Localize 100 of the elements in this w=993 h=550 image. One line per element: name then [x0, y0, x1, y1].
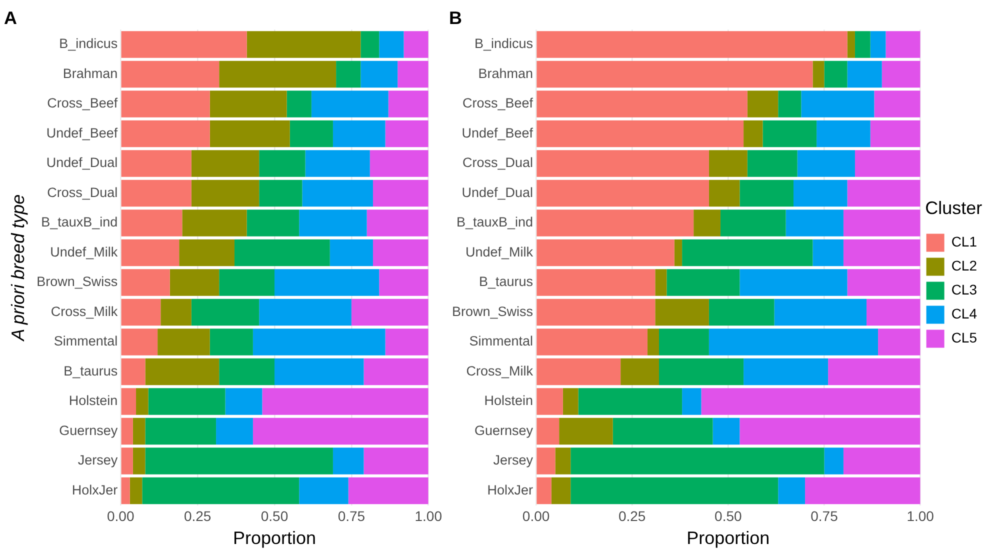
x-tick-label: 0.25	[618, 508, 646, 524]
x-tick-label: 1.00	[414, 508, 442, 524]
y-tick-label: B_indicus	[59, 36, 118, 52]
bar	[666, 269, 740, 296]
bar	[286, 90, 312, 118]
bar	[774, 298, 867, 326]
bar	[210, 120, 290, 148]
bar	[142, 477, 300, 504]
y-tick-label: B_tauxB_ind	[456, 214, 534, 230]
bar	[824, 60, 848, 88]
bar	[562, 388, 578, 415]
bar	[299, 477, 348, 504]
bar	[121, 298, 161, 326]
bar	[701, 388, 920, 415]
bar	[372, 180, 428, 207]
bar	[121, 269, 170, 296]
bar	[219, 269, 274, 296]
bar	[659, 328, 709, 356]
x-tick-label: 0.50	[714, 508, 742, 524]
bar	[121, 31, 247, 58]
legend-title: Cluster	[925, 198, 982, 218]
bar	[160, 298, 192, 326]
bar	[385, 120, 428, 148]
bar	[854, 31, 870, 58]
bar	[551, 477, 571, 504]
bar	[121, 388, 136, 415]
bar	[121, 418, 133, 445]
bar	[121, 448, 133, 474]
bar	[121, 239, 180, 266]
bar	[364, 358, 428, 386]
bar	[336, 60, 361, 88]
bar	[302, 180, 373, 207]
bar	[570, 448, 824, 474]
bar	[720, 210, 786, 236]
x-tick-label: 0.50	[260, 508, 288, 524]
bar	[847, 180, 920, 207]
legend-label: CL3	[951, 282, 978, 298]
bar	[762, 120, 817, 148]
y-tick-label: Undef_Dual	[46, 155, 118, 170]
bar	[536, 210, 694, 236]
bar	[219, 358, 274, 386]
bar	[812, 239, 844, 266]
bar	[747, 150, 798, 177]
bar	[121, 328, 158, 356]
bar	[398, 60, 428, 88]
bar	[385, 328, 428, 356]
y-tick-label: Undef_Milk	[465, 244, 534, 260]
bar	[191, 150, 260, 177]
bar	[121, 120, 210, 148]
y-tick-label: Cross_Beef	[462, 96, 534, 111]
bar	[332, 448, 364, 474]
bar	[404, 31, 428, 58]
bar	[259, 150, 306, 177]
bar	[536, 269, 656, 296]
bar	[191, 298, 260, 326]
bar	[121, 60, 220, 88]
bar	[360, 60, 398, 88]
bar	[536, 239, 674, 266]
y-tick-label: Simmental	[469, 334, 534, 349]
bar	[145, 358, 220, 386]
bar	[647, 328, 659, 356]
bar	[740, 180, 794, 207]
y-tick-label: Holstein	[484, 393, 534, 408]
bar	[311, 90, 388, 118]
y-tick-label: Cross_Dual	[462, 155, 534, 170]
bar	[744, 120, 763, 148]
bar	[121, 90, 210, 118]
bar	[246, 31, 361, 58]
y-tick-label: Undef_Beef	[46, 125, 118, 140]
y-tick-label: HolxJer	[487, 482, 534, 498]
legend-label: CL2	[951, 258, 978, 274]
bar	[132, 448, 146, 474]
bar	[682, 239, 813, 266]
bar	[121, 210, 182, 236]
bar	[225, 388, 262, 415]
bar	[778, 477, 806, 504]
y-tick-label: Cross_Milk	[50, 304, 118, 319]
bar	[370, 150, 428, 177]
bar	[145, 418, 216, 445]
y-tick-label: Undef_Dual	[462, 184, 534, 200]
bar	[694, 210, 720, 236]
bar	[252, 418, 428, 445]
y-tick-label: Jersey	[78, 452, 118, 468]
bar	[364, 448, 428, 474]
bar	[130, 477, 142, 504]
y-tick-label: Holstein	[68, 393, 118, 408]
bar	[555, 448, 571, 474]
y-tick-label: Cross_Milk	[466, 363, 534, 378]
bar	[747, 90, 778, 118]
legend-label: CL4	[951, 306, 978, 322]
bar	[797, 150, 855, 177]
bar	[290, 120, 333, 148]
bar	[801, 90, 874, 118]
bar	[882, 60, 920, 88]
bar	[234, 239, 330, 266]
chart-title: B	[449, 8, 462, 28]
bar	[659, 358, 744, 386]
bar	[536, 298, 656, 326]
bar	[170, 269, 220, 296]
bar	[246, 210, 300, 236]
